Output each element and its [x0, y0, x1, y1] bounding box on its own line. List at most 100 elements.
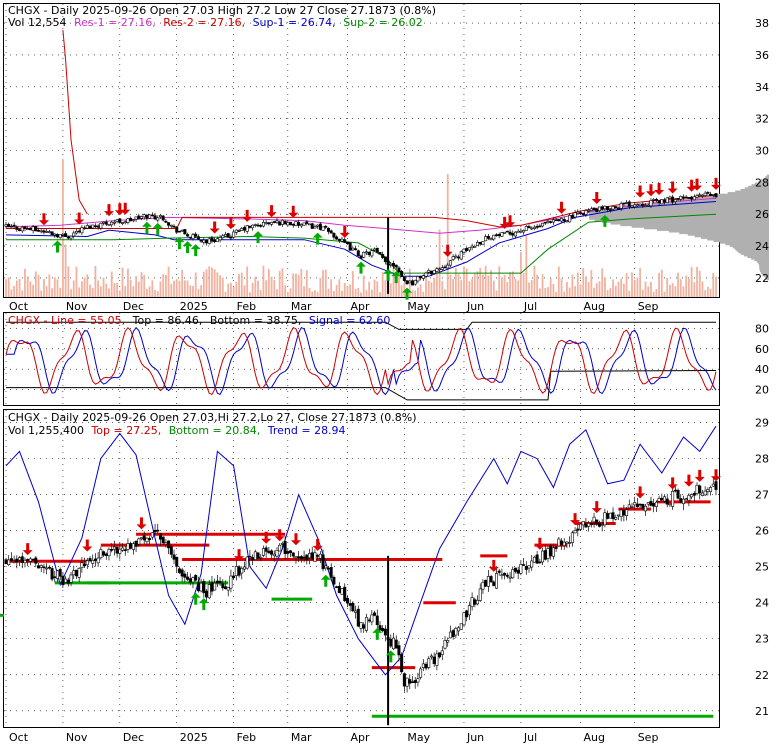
volume-bar: [427, 280, 430, 297]
candle-body: [123, 221, 127, 224]
candle-body: [611, 512, 615, 520]
volume-bar: [533, 265, 536, 297]
volume-bar: [292, 273, 295, 297]
candle-body: [419, 276, 423, 279]
candle-body: [633, 502, 637, 506]
rsi-spike-line: [62, 29, 88, 215]
sup2-value: Sup-2 = 26.02: [343, 16, 423, 29]
volume-bar: [208, 266, 211, 297]
candle-body: [77, 568, 81, 578]
candle-body: [167, 222, 171, 226]
candle-body: [597, 522, 601, 527]
candle-body: [112, 546, 116, 550]
candle-body: [568, 215, 572, 223]
volume-bar: [303, 286, 305, 297]
sell-arrow: [694, 469, 705, 482]
candle-body: [703, 490, 707, 496]
volume-profile-bar: [732, 246, 769, 249]
candle-body: [134, 216, 138, 220]
candle-body: [386, 636, 390, 641]
candle-body: [153, 529, 157, 533]
candle-body: [343, 586, 347, 602]
candle-body: [684, 196, 688, 199]
candle-body: [641, 203, 645, 206]
candle-body: [435, 268, 439, 272]
volume-bar: [178, 280, 181, 297]
candle-body: [438, 652, 442, 658]
volume-bar: [538, 288, 541, 297]
candle-body: [587, 210, 591, 212]
osc-top-value: Top = 86.46,: [132, 314, 203, 327]
candle-body: [530, 227, 534, 230]
candle-body: [280, 543, 284, 545]
volume-bar: [449, 274, 452, 297]
volume-bar: [53, 277, 56, 297]
candle-body: [644, 205, 648, 207]
volume-bar: [701, 281, 704, 297]
volume-profile-bar: [759, 265, 769, 268]
volume-bar: [563, 291, 566, 297]
sell-arrow: [591, 191, 602, 204]
candle-body: [221, 583, 225, 589]
y-tick-label: 22: [755, 669, 769, 682]
y-tick-label: 23: [755, 633, 769, 646]
volume-bar: [411, 290, 414, 297]
y-tick-label: 25: [755, 561, 769, 574]
volume-profile-bar: [759, 268, 769, 271]
volume-bar: [398, 275, 400, 297]
x-tick-label: Sep: [638, 731, 659, 744]
candle-body: [115, 219, 119, 222]
buy-arrow: [402, 287, 413, 300]
y-tick-label: 60: [755, 343, 769, 356]
candle-body: [695, 484, 699, 494]
volume-bar: [216, 272, 219, 297]
volume-bar: [690, 266, 693, 297]
candle-body: [408, 679, 412, 684]
volume-bar: [105, 283, 108, 297]
x-tick-label: Oct: [9, 300, 29, 313]
candle-body: [410, 681, 414, 683]
volume-bar: [26, 276, 29, 297]
candle-body: [627, 504, 631, 509]
candle-body: [676, 198, 680, 200]
volume-profile-bar: [747, 255, 769, 258]
candle-body: [554, 546, 558, 549]
candle-body: [234, 229, 238, 233]
volume-bar: [530, 279, 533, 297]
candle-body: [74, 569, 78, 577]
candle-body: [543, 550, 547, 560]
candle-body: [660, 199, 664, 205]
candle-body: [343, 239, 347, 243]
volume-bar: [601, 268, 604, 297]
candle-body: [302, 556, 306, 559]
candle-body: [671, 196, 675, 203]
candle-body: [205, 590, 209, 598]
volume-bar: [34, 271, 37, 297]
candle-body: [370, 614, 374, 623]
candle-body: [104, 553, 108, 556]
candle-body: [326, 228, 330, 232]
candle-body: [392, 263, 396, 267]
volume-profile-bar: [760, 179, 769, 182]
candle-body: [207, 238, 211, 244]
candle-body: [278, 544, 282, 552]
volume-bar: [295, 273, 297, 297]
volume-profile-bar: [676, 198, 769, 201]
volume-bar: [289, 288, 292, 297]
buy-arrow: [320, 574, 331, 587]
candle-body: [169, 224, 173, 227]
volume-bar: [254, 276, 257, 297]
volume-profile-bar: [762, 273, 769, 276]
volume-profile-bar: [590, 209, 769, 212]
candle-body: [245, 556, 249, 569]
volume-bar: [560, 278, 563, 297]
candle-body: [242, 566, 246, 570]
candle-body: [175, 556, 179, 567]
candle-body: [687, 495, 691, 501]
candle-body: [530, 560, 534, 568]
candle-body: [440, 650, 444, 655]
y-tick-label: 30: [755, 145, 769, 158]
volume-bar: [56, 279, 59, 297]
candle-body: [348, 603, 352, 606]
buy-arrow: [385, 650, 396, 663]
